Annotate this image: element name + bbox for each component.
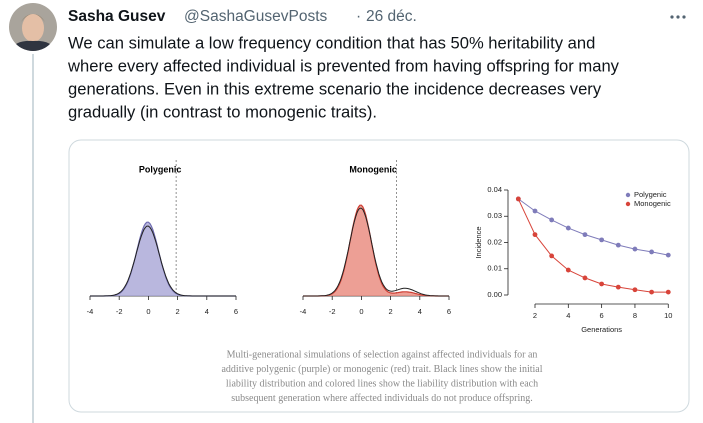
x-tick-label: -2	[329, 307, 336, 316]
data-point	[615, 284, 621, 290]
data-point	[565, 225, 571, 231]
avatar[interactable]	[9, 3, 57, 51]
y-tick-label: 0.01	[487, 264, 502, 273]
data-point	[649, 249, 655, 255]
more-button[interactable]	[670, 15, 686, 19]
legend-marker	[625, 192, 631, 198]
x-tick-label: 6	[447, 307, 451, 316]
x-tick-label: 2	[533, 311, 537, 320]
post-text: We can simulate a low frequency conditio…	[68, 33, 595, 52]
legend-label: Monogenic	[634, 199, 671, 208]
data-point	[599, 237, 605, 243]
post-text: gradually (in contrast to monogenic trai…	[68, 102, 377, 121]
data-point	[665, 289, 671, 295]
y-tick-label: 0.03	[487, 211, 502, 220]
post-text: generations. Even in this extreme scenar…	[68, 79, 602, 98]
x-tick-label: 2	[176, 307, 180, 316]
data-point	[582, 275, 588, 281]
data-point	[632, 287, 638, 293]
data-point	[582, 232, 588, 238]
panel-title: Polygenic	[139, 164, 182, 174]
data-point	[615, 242, 621, 248]
density-fill	[90, 222, 236, 296]
separator: ·	[356, 8, 361, 25]
x-axis-label: Generations	[581, 325, 622, 334]
x-tick-label: -4	[300, 307, 307, 316]
post-text: where every affected individual is preve…	[67, 56, 620, 75]
x-tick-label: 6	[600, 311, 604, 320]
caption: liability distribution and colored lines…	[226, 378, 538, 389]
x-tick-label: 10	[664, 311, 672, 320]
x-tick-label: 0	[359, 307, 363, 316]
y-axis-label: Incidence	[474, 226, 483, 258]
caption: Multi-generational simulations of select…	[227, 349, 538, 360]
panel-title: Monogenic	[349, 164, 397, 174]
legend-label: Polygenic	[634, 190, 667, 199]
x-tick-label: -4	[87, 307, 94, 316]
density-fill	[303, 205, 449, 296]
x-tick-label: -2	[116, 307, 123, 316]
series-line	[518, 198, 669, 256]
data-point	[565, 267, 571, 273]
caption: subsequent generation where affected ind…	[231, 393, 533, 404]
author-handle[interactable]: @SashaGusevPosts	[184, 8, 327, 25]
post-date[interactable]: 26 déc.	[366, 8, 417, 25]
data-point	[515, 196, 521, 202]
y-tick-label: 0.04	[487, 185, 502, 194]
author-name[interactable]: Sasha Gusev	[68, 8, 166, 25]
initial-density	[303, 207, 449, 297]
x-tick-label: 4	[566, 311, 570, 320]
data-point	[599, 281, 605, 287]
legend-marker	[625, 201, 631, 207]
data-point	[665, 252, 671, 258]
data-point	[549, 253, 555, 259]
data-point	[549, 217, 555, 223]
data-point	[632, 246, 638, 252]
series-line	[517, 198, 669, 293]
y-tick-label: 0.00	[487, 290, 502, 299]
x-tick-label: 0	[146, 307, 150, 316]
data-point	[649, 289, 655, 295]
data-point	[532, 232, 538, 238]
y-tick-label: 0.02	[487, 237, 502, 246]
x-tick-label: 8	[633, 311, 637, 320]
x-tick-label: 4	[418, 307, 422, 316]
initial-density	[90, 225, 236, 297]
x-tick-label: 4	[205, 307, 209, 316]
x-tick-label: 6	[234, 307, 238, 316]
x-tick-label: 2	[389, 307, 393, 316]
caption: additive polygenic (purple) or monogenic…	[221, 364, 542, 375]
data-point	[532, 208, 538, 214]
